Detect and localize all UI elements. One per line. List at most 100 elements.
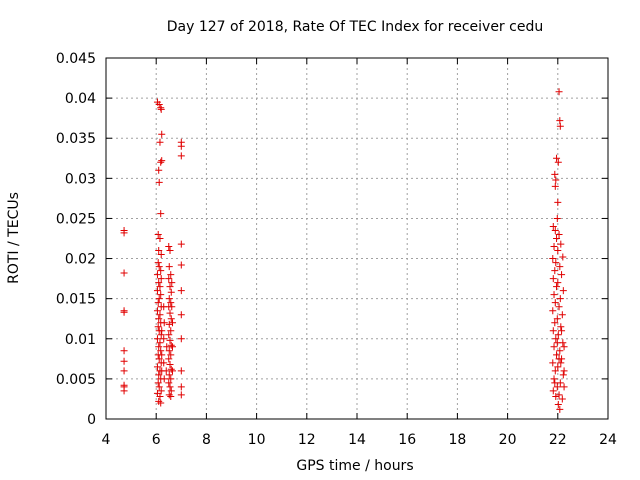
data-point — [555, 391, 563, 399]
data-point — [553, 315, 561, 323]
data-point — [550, 343, 558, 351]
data-point — [177, 240, 185, 248]
data-point — [160, 359, 168, 367]
x-axis-label: GPS time / hours — [296, 458, 413, 474]
x-tick-label: 6 — [152, 432, 161, 448]
data-point — [156, 138, 164, 146]
data-point — [165, 379, 173, 387]
data-point — [155, 166, 163, 174]
data-point — [156, 339, 164, 347]
data-point — [549, 307, 557, 315]
data-point — [177, 261, 185, 269]
data-point — [166, 336, 174, 344]
data-point — [155, 343, 163, 351]
x-tick-label: 20 — [499, 432, 517, 448]
data-point — [156, 235, 164, 242]
data-point — [167, 299, 175, 307]
data-point — [556, 263, 564, 271]
data-point — [549, 275, 557, 283]
data-point — [165, 295, 173, 303]
data-point — [154, 299, 162, 307]
data-point — [551, 319, 559, 327]
x-tick-label: 10 — [248, 432, 266, 448]
data-point — [167, 351, 175, 359]
data-point — [157, 267, 165, 275]
data-point — [553, 154, 561, 162]
data-point — [553, 283, 561, 291]
data-point — [167, 365, 175, 373]
data-point — [157, 210, 165, 218]
data-point — [554, 279, 562, 287]
data-point — [155, 101, 163, 109]
data-point — [177, 287, 185, 295]
data-point — [559, 371, 567, 379]
data-point — [153, 287, 161, 295]
data-point — [554, 331, 562, 339]
data-point — [177, 367, 185, 375]
data-point — [153, 335, 161, 343]
data-point — [177, 335, 185, 343]
data-point — [549, 327, 557, 335]
chart-title: Day 127 of 2018, Rate Of TEC Index for r… — [167, 19, 543, 35]
data-point — [167, 387, 175, 395]
data-point — [158, 351, 166, 359]
x-tick-label: 24 — [599, 432, 617, 448]
data-point — [155, 263, 163, 271]
data-point — [554, 158, 562, 166]
data-point — [165, 371, 173, 379]
data-point — [155, 295, 163, 303]
y-tick-label: 0.03 — [65, 171, 96, 187]
data-point — [560, 343, 568, 351]
plot-frame — [105, 57, 609, 420]
data-point — [560, 367, 568, 375]
x-tick-label: 16 — [398, 432, 416, 448]
data-point — [157, 158, 165, 166]
data-point — [177, 142, 185, 150]
data-point — [556, 405, 564, 413]
data-point — [153, 363, 161, 371]
data-point — [166, 283, 174, 291]
data-point — [557, 323, 565, 331]
data-point — [157, 347, 165, 355]
data-point — [551, 182, 559, 190]
data-point — [153, 271, 161, 279]
data-point — [166, 360, 174, 368]
x-tick-label: 18 — [448, 432, 466, 448]
data-point — [154, 230, 162, 238]
data-point — [160, 335, 168, 343]
data-point — [155, 315, 163, 323]
data-point — [156, 311, 164, 319]
x-tick-label: 14 — [348, 432, 366, 448]
data-point — [157, 387, 165, 395]
data-point — [559, 253, 567, 261]
data-point — [554, 401, 562, 409]
data-point — [552, 335, 560, 343]
data-point — [155, 279, 163, 287]
data-point — [554, 247, 562, 255]
data-point — [177, 152, 185, 160]
data-point — [155, 178, 163, 186]
data-point — [167, 327, 175, 335]
data-point — [553, 235, 561, 242]
x-tick-label: 8 — [202, 432, 211, 448]
y-tick-label: 0.015 — [56, 292, 96, 308]
data-point — [552, 176, 560, 184]
data-point — [157, 275, 165, 283]
data-point — [162, 367, 170, 375]
data-point — [168, 279, 176, 287]
x-tick-label: 12 — [298, 432, 316, 448]
data-point — [157, 331, 165, 339]
y-tick-label: 0.04 — [65, 91, 96, 107]
y-tick-label: 0.025 — [56, 211, 96, 227]
data-point — [551, 367, 559, 375]
data-point — [557, 359, 565, 367]
x-tick-label: 22 — [549, 432, 567, 448]
data-point — [554, 363, 562, 371]
data-point — [554, 198, 562, 206]
data-point — [154, 259, 162, 267]
data-point — [155, 383, 163, 391]
data-point — [120, 269, 128, 277]
data-point — [557, 240, 565, 248]
data-point — [556, 295, 564, 303]
data-point — [154, 379, 162, 387]
